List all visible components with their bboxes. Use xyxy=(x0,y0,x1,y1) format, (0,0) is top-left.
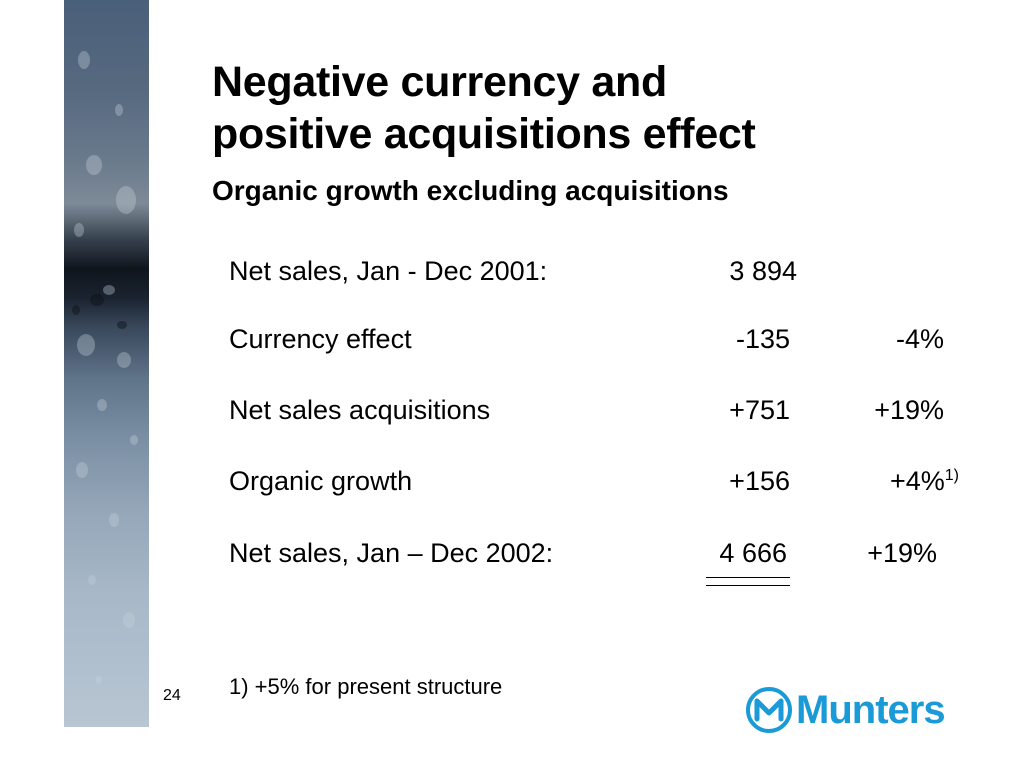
row-label: Net sales, Jan – Dec 2002: xyxy=(229,538,554,568)
row-amount: -135 xyxy=(735,324,790,354)
row-percent: -4% xyxy=(895,324,944,354)
row-percent: +19% xyxy=(874,395,944,425)
row-net-sales-2001: Net sales, Jan - Dec 2001: 3 894 xyxy=(0,253,1024,289)
slide-title: Negative currency and positive acquisiti… xyxy=(212,56,756,160)
row-amount: 3 894 xyxy=(729,256,797,286)
title-line-2: positive acquisitions effect xyxy=(212,110,756,158)
footnote: 1) +5% for present structure xyxy=(229,674,503,699)
row-percent-value: +4% xyxy=(889,466,945,496)
title-line-1: Negative currency and xyxy=(212,58,667,106)
logo-wordmark: Munters xyxy=(796,688,946,732)
row-amount: +751 xyxy=(729,395,790,425)
water-droplets-image xyxy=(64,0,149,727)
row-organic-growth: Organic growth +156 +4%1) xyxy=(0,463,1024,499)
slide-subtitle: Organic growth excluding acquisitions xyxy=(212,175,729,206)
row-amount: 4 666 xyxy=(719,538,787,568)
munters-logo: Munters xyxy=(746,686,946,734)
row-label: Organic growth xyxy=(229,466,413,496)
munters-m-logo-icon xyxy=(746,687,792,733)
row-amount: +156 xyxy=(729,466,790,496)
row-net-sales-2002: Net sales, Jan – Dec 2002: 4 666 +19% xyxy=(0,535,1024,571)
row-label: Net sales, Jan - Dec 2001: xyxy=(229,256,548,286)
row-percent: +4%1) xyxy=(890,463,959,499)
row-label: Currency effect xyxy=(229,324,412,354)
row-label: Net sales acquisitions xyxy=(229,395,491,425)
total-double-underline xyxy=(706,577,790,586)
row-percent: +19% xyxy=(867,538,937,568)
page-number: 24 xyxy=(163,687,181,704)
footnote-marker: 1) xyxy=(944,467,959,484)
row-net-sales-acquisitions: Net sales acquisitions +751 +19% xyxy=(0,392,1024,428)
row-currency-effect: Currency effect -135 -4% xyxy=(0,321,1024,357)
